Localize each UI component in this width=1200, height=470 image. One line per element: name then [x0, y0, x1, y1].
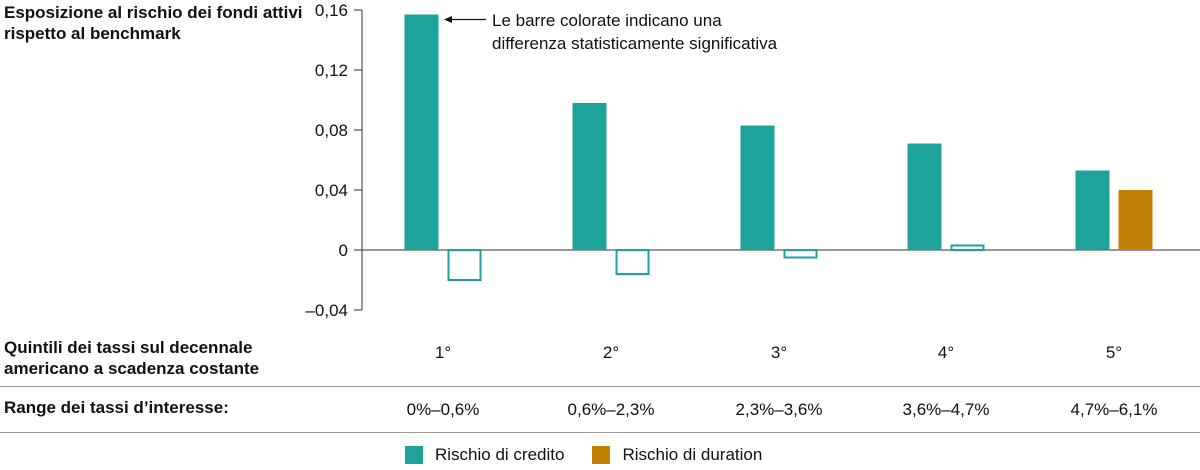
x-axis-title: Quintili dei tassi sul decennale america… — [4, 338, 260, 378]
y-tick-label: 0,12 — [315, 61, 348, 80]
legend-swatch-duration — [592, 446, 611, 464]
bar-duration-2 — [615, 249, 650, 275]
bar-credit-2 — [572, 103, 607, 250]
range-label: 3,6%–4,7% — [903, 400, 990, 419]
separator-line-bottom — [0, 432, 1200, 433]
y-tick-label: 0,04 — [315, 181, 348, 200]
x-tick-label: 4° — [938, 343, 954, 362]
range-label: 2,3%–3,6% — [736, 400, 823, 419]
bar-duration-5 — [1118, 190, 1153, 250]
annotation-text-line1: Le barre colorate indicano una — [492, 11, 722, 30]
legend-label-credit: Rischio di credito — [435, 445, 565, 464]
y-tick-label: 0,16 — [315, 1, 348, 20]
annotation-text-line2: differenza statisticamente significativa — [492, 34, 778, 53]
bar-credit-5 — [1075, 170, 1110, 250]
x-tick-label: 3° — [771, 343, 787, 362]
bar-duration-4 — [950, 244, 985, 251]
range-label: 0%–0,6% — [407, 400, 480, 419]
legend-item-credit: Rischio di credito — [405, 445, 564, 465]
y-axis-title: Esposizione al rischio dei fondi attivi … — [4, 3, 303, 43]
bar-credit-3 — [740, 125, 775, 250]
bar-duration-1 — [447, 249, 482, 281]
legend-label-duration: Rischio di duration — [622, 445, 763, 464]
bar-credit-4 — [907, 143, 942, 250]
range-row-label: Range dei tassi d’interesse: — [4, 398, 229, 417]
x-tick-label: 1° — [435, 343, 451, 362]
y-tick-label: 0 — [339, 241, 348, 260]
legend-item-duration: Rischio di duration — [592, 445, 762, 465]
x-tick-label: 2° — [603, 343, 619, 362]
x-tick-label: 5° — [1106, 343, 1122, 362]
bar-duration-3 — [783, 249, 818, 259]
legend-swatch-credit — [405, 446, 423, 464]
legend: Rischio di credito Rischio di duration — [405, 445, 790, 465]
y-tick-label: –0,04 — [305, 301, 348, 320]
separator-line-top — [0, 386, 1200, 387]
y-tick-label: 0,08 — [315, 121, 348, 140]
annotation-arrow-head — [444, 16, 452, 23]
bar-credit-1 — [404, 14, 439, 250]
range-label: 0,6%–2,3% — [568, 400, 655, 419]
range-label: 4,7%–6,1% — [1071, 400, 1158, 419]
